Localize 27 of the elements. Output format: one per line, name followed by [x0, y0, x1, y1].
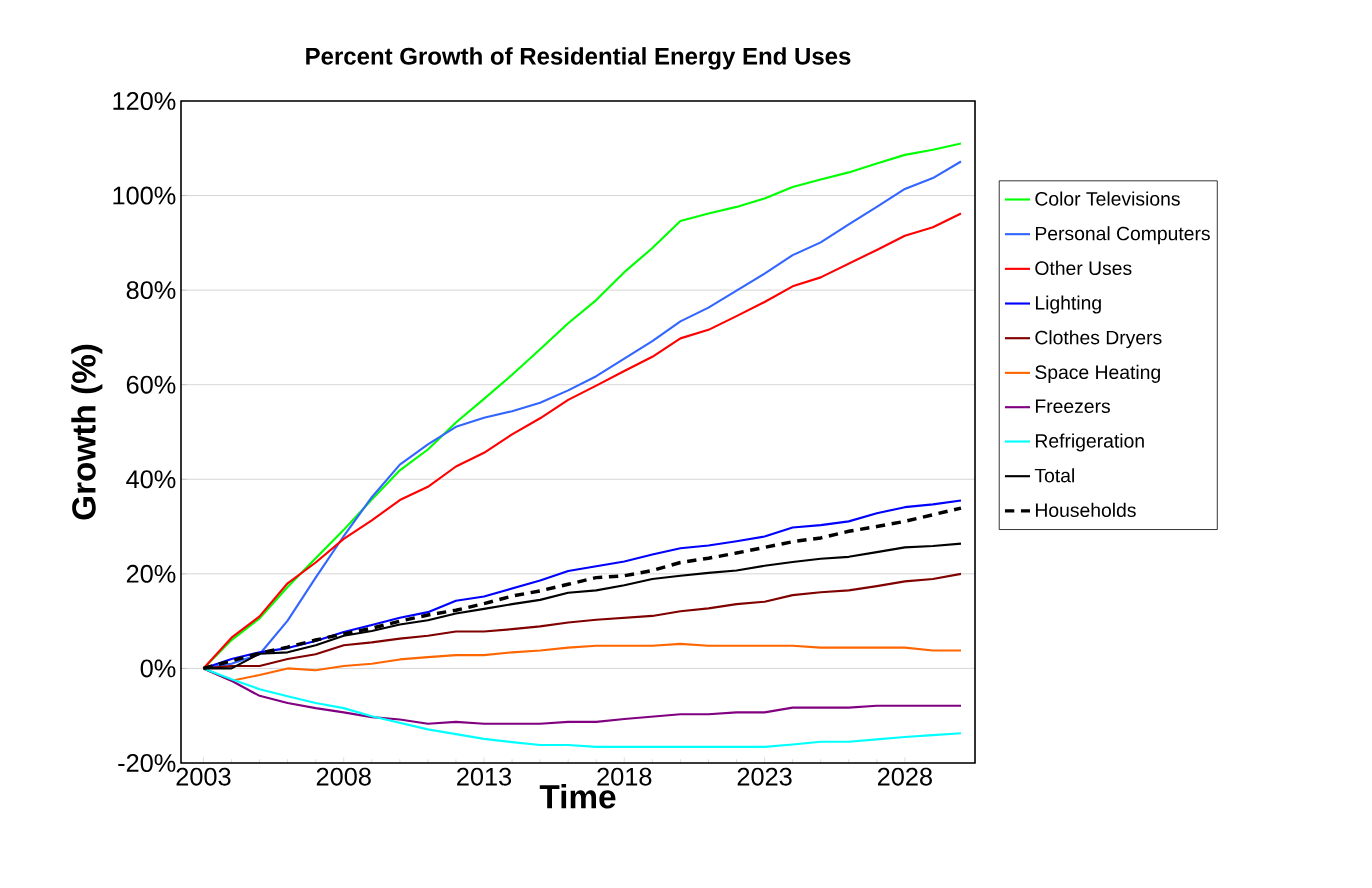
y-tick-label: 100% — [113, 186, 176, 205]
x-tick-label: 2028 — [877, 767, 932, 786]
legend-label: Personal Computers — [1035, 226, 1210, 245]
y-tick-label: 0% — [140, 659, 176, 678]
legend-label: Space Heating — [1035, 364, 1160, 383]
legend-label: Freezers — [1035, 399, 1110, 414]
y-tick-label: -20% — [118, 754, 176, 772]
x-tick-label: 2013 — [457, 767, 512, 786]
legend-label: Clothes Dryers — [1035, 330, 1162, 349]
x-tick-label: 2003 — [176, 767, 231, 786]
y-tick-label: 40% — [126, 470, 176, 489]
x-tick-label: 2018 — [597, 767, 652, 786]
legend-label: Total — [1034, 468, 1074, 483]
y-tick-label: 120% — [113, 92, 176, 110]
legend-label: Other Uses — [1035, 260, 1132, 276]
legend-label: Households — [1035, 502, 1136, 518]
x-tick-label: 2023 — [737, 767, 792, 786]
legend-label: Refrigeration — [1035, 433, 1144, 452]
x-tick-label: 2008 — [316, 767, 371, 786]
chart-title: Percent Growth of Residential Energy End Uses — [306, 47, 851, 70]
legend-label: Lighting — [1035, 295, 1101, 314]
y-tick-label: 80% — [126, 281, 176, 300]
y-tick-label: 20% — [126, 564, 176, 583]
y-tick-label: 60% — [126, 375, 176, 394]
x-axis-title: Time — [539, 784, 616, 809]
y-axis-title: Growth (%) — [71, 344, 103, 520]
legend-label: Color Televisions — [1035, 191, 1180, 206]
